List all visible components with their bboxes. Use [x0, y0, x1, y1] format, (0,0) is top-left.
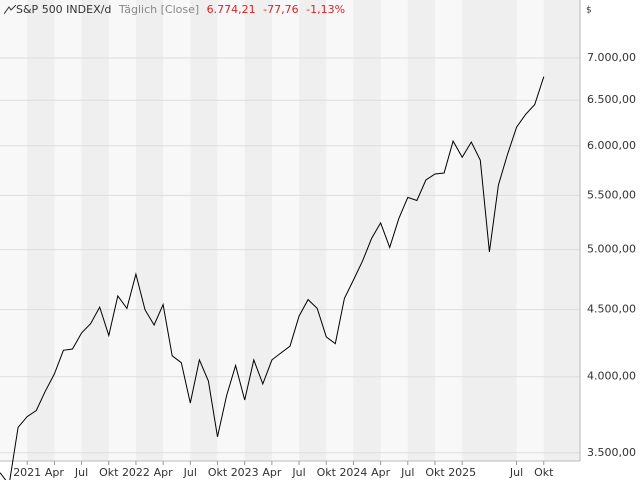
y-tick-label: 6.000,00	[587, 139, 636, 152]
x-tick-label: 2022	[122, 466, 150, 479]
y-tick-label: 7.000,00	[587, 51, 636, 64]
stripe	[27, 0, 55, 461]
last: 6.774,21	[206, 3, 256, 16]
x-tick-label: Apr	[45, 466, 65, 479]
stripe	[299, 0, 327, 461]
interval: Täglich [Close]	[118, 3, 200, 16]
x-tick-label: Jul	[400, 466, 414, 479]
x-tick-label: 2023	[231, 466, 259, 479]
stripe	[244, 0, 272, 461]
x-tick-label: Okt	[317, 466, 337, 479]
y-tick-label: 6.500,00	[587, 93, 636, 106]
x-tick-label: Jul	[509, 466, 523, 479]
x-tick-label: Okt	[208, 466, 228, 479]
price-line	[0, 76, 545, 480]
x-tick-label: Apr	[154, 466, 174, 479]
stripe	[543, 0, 580, 461]
header: S&P 500 INDEX/d Täglich [Close] 6.774,21…	[4, 3, 349, 16]
y-tick-label: 5.000,00	[587, 243, 636, 256]
title: S&P 500 INDEX/d	[16, 3, 112, 16]
y-tick-label: 4.000,00	[587, 370, 636, 383]
stripes	[27, 0, 580, 461]
y-tick-label: 3.500,00	[587, 446, 636, 459]
x-tick-label: Okt	[534, 466, 554, 479]
x-tick-label: Apr	[262, 466, 282, 479]
stripe	[407, 0, 435, 461]
stripe	[81, 0, 109, 461]
x-tick-label: Okt	[99, 466, 119, 479]
x-tick-label: Apr	[371, 466, 391, 479]
line-icon	[4, 5, 16, 15]
x-tick-label: 2024	[339, 466, 367, 479]
x-tick-label: Jul	[183, 466, 197, 479]
y-tick-label: 4.500,00	[587, 303, 636, 316]
change: -77,76	[263, 3, 299, 16]
y-unit: $	[586, 6, 592, 16]
x-tick-label: Jul	[74, 466, 88, 479]
stripe	[462, 0, 517, 461]
x-tick-label: Jul	[291, 466, 305, 479]
x-tick-label: 2025	[448, 466, 476, 479]
stripe	[190, 0, 218, 461]
stripe	[135, 0, 164, 461]
x-tick-label: 2021	[13, 466, 41, 479]
change-pct: -1,13%	[306, 3, 346, 16]
x-tick-label: Okt	[425, 466, 445, 479]
y-tick-label: 5.500,00	[587, 188, 636, 201]
